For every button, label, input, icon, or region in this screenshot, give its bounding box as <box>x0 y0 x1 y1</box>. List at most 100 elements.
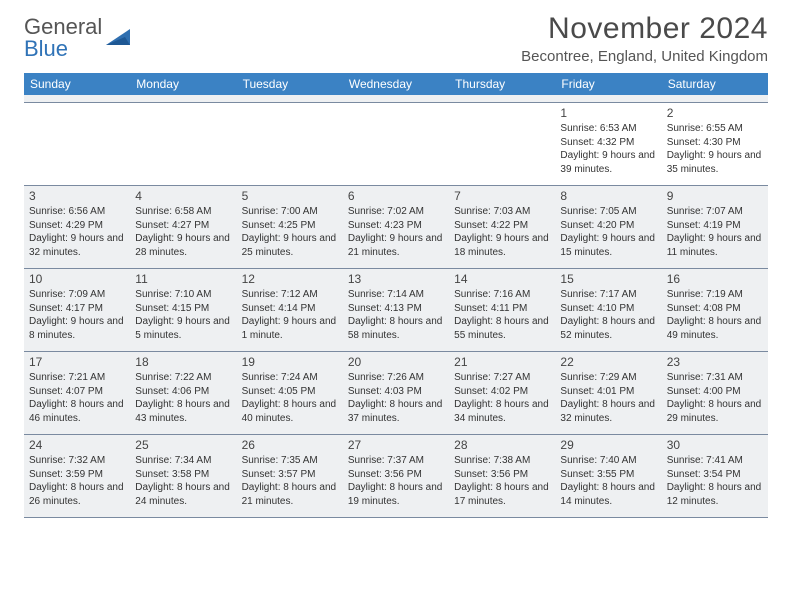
day-cell <box>237 103 343 185</box>
day-cell: 9Sunrise: 7:07 AMSunset: 4:19 PMDaylight… <box>662 186 768 268</box>
weeks-container: 1Sunrise: 6:53 AMSunset: 4:32 PMDaylight… <box>24 103 768 518</box>
location-text: Becontree, England, United Kingdom <box>521 48 768 65</box>
sunset-text: Sunset: 4:23 PM <box>348 219 444 233</box>
weekday-header: Tuesday <box>237 73 343 95</box>
weekday-header: Saturday <box>662 73 768 95</box>
day-info: Sunrise: 7:22 AMSunset: 4:06 PMDaylight:… <box>135 371 231 425</box>
day-info: Sunrise: 7:05 AMSunset: 4:20 PMDaylight:… <box>560 205 656 259</box>
sunset-text: Sunset: 4:10 PM <box>560 302 656 316</box>
sunrise-text: Sunrise: 6:56 AM <box>29 205 125 219</box>
sunset-text: Sunset: 4:06 PM <box>135 385 231 399</box>
day-number: 14 <box>454 272 550 286</box>
day-cell <box>24 103 130 185</box>
day-info: Sunrise: 7:09 AMSunset: 4:17 PMDaylight:… <box>29 288 125 342</box>
daylight-text: Daylight: 8 hours and 37 minutes. <box>348 398 444 425</box>
day-info: Sunrise: 6:55 AMSunset: 4:30 PMDaylight:… <box>667 122 763 176</box>
day-cell: 7Sunrise: 7:03 AMSunset: 4:22 PMDaylight… <box>449 186 555 268</box>
day-number: 9 <box>667 189 763 203</box>
sunset-text: Sunset: 4:13 PM <box>348 302 444 316</box>
sunrise-text: Sunrise: 7:24 AM <box>242 371 338 385</box>
day-cell: 12Sunrise: 7:12 AMSunset: 4:14 PMDayligh… <box>237 269 343 351</box>
day-cell: 29Sunrise: 7:40 AMSunset: 3:55 PMDayligh… <box>555 435 661 517</box>
daylight-text: Daylight: 9 hours and 32 minutes. <box>29 232 125 259</box>
day-cell: 17 Sunrise: 7:21 AMSunset: 4:07 PMDayligh… <box>24 352 130 434</box>
sunrise-text: Sunrise: 7:17 AM <box>560 288 656 302</box>
daylight-text: Daylight: 8 hours and 34 minutes. <box>454 398 550 425</box>
sunset-text: Sunset: 4:07 PM <box>29 385 125 399</box>
day-info: Sunrise: 7:03 AMSunset: 4:22 PMDaylight:… <box>454 205 550 259</box>
sunrise-text: Sunrise: 7:19 AM <box>667 288 763 302</box>
sunrise-text: Sunrise: 7:31 AM <box>667 371 763 385</box>
sunrise-text: Sunrise: 7:07 AM <box>667 205 763 219</box>
day-number: 27 <box>348 438 444 452</box>
day-number: 15 <box>560 272 656 286</box>
sunrise-text: Sunrise: 7:35 AM <box>242 454 338 468</box>
day-number: 4 <box>135 189 231 203</box>
weekday-header-row: SundayMondayTuesdayWednesdayThursdayFrid… <box>24 73 768 95</box>
day-info: Sunrise: 7:35 AMSunset: 3:57 PMDaylight:… <box>242 454 338 508</box>
day-cell: 2 Sunrise: 6:55 AMSunset: 4:30 PMDaylight… <box>662 103 768 185</box>
daylight-text: Daylight: 8 hours and 40 minutes. <box>242 398 338 425</box>
day-number: 17 <box>29 355 125 369</box>
day-info: Sunrise: 7:19 AMSunset: 4:08 PMDaylight:… <box>667 288 763 342</box>
sunrise-text: Sunrise: 7:38 AM <box>454 454 550 468</box>
day-cell: 15 Sunrise: 7:17 AMSunset: 4:10 PMDayligh… <box>555 269 661 351</box>
weekday-header: Monday <box>130 73 236 95</box>
weekday-header: Friday <box>555 73 661 95</box>
sunrise-text: Sunrise: 7:41 AM <box>667 454 763 468</box>
day-number: 26 <box>242 438 338 452</box>
day-cell: 3Sunrise: 6:56 AMSunset: 4:29 PMDaylight… <box>24 186 130 268</box>
day-info: Sunrise: 7:32 AMSunset: 3:59 PMDaylight:… <box>29 454 125 508</box>
day-info: Sunrise: 7:21 AMSunset: 4:07 PMDaylight:… <box>29 371 125 425</box>
weekday-header: Thursday <box>449 73 555 95</box>
day-number: 13 <box>348 272 444 286</box>
day-cell: 25Sunrise: 7:34 AMSunset: 3:58 PMDayligh… <box>130 435 236 517</box>
sunset-text: Sunset: 3:58 PM <box>135 468 231 482</box>
day-info: Sunrise: 6:58 AMSunset: 4:27 PMDaylight:… <box>135 205 231 259</box>
calendar-grid: SundayMondayTuesdayWednesdayThursdayFrid… <box>24 73 768 518</box>
day-info: Sunrise: 7:38 AMSunset: 3:56 PMDaylight:… <box>454 454 550 508</box>
sunset-text: Sunset: 4:11 PM <box>454 302 550 316</box>
day-cell: 19Sunrise: 7:24 AMSunset: 4:05 PMDayligh… <box>237 352 343 434</box>
daylight-text: Daylight: 9 hours and 21 minutes. <box>348 232 444 259</box>
sunset-text: Sunset: 4:01 PM <box>560 385 656 399</box>
day-cell: 1Sunrise: 6:53 AMSunset: 4:32 PMDaylight… <box>555 103 661 185</box>
sunset-text: Sunset: 3:56 PM <box>348 468 444 482</box>
sunset-text: Sunset: 4:32 PM <box>560 136 656 150</box>
day-cell: 18Sunrise: 7:22 AMSunset: 4:06 PMDayligh… <box>130 352 236 434</box>
daylight-text: Daylight: 8 hours and 32 minutes. <box>560 398 656 425</box>
day-cell: 28Sunrise: 7:38 AMSunset: 3:56 PMDayligh… <box>449 435 555 517</box>
day-info: Sunrise: 7:12 AMSunset: 4:14 PMDaylight:… <box>242 288 338 342</box>
week-row: 1Sunrise: 6:53 AMSunset: 4:32 PMDaylight… <box>24 103 768 186</box>
day-number: 19 <box>242 355 338 369</box>
sunrise-text: Sunrise: 6:58 AM <box>135 205 231 219</box>
day-info: Sunrise: 7:34 AMSunset: 3:58 PMDaylight:… <box>135 454 231 508</box>
day-cell: 6Sunrise: 7:02 AMSunset: 4:23 PMDaylight… <box>343 186 449 268</box>
sunrise-text: Sunrise: 7:27 AM <box>454 371 550 385</box>
header-row: General Blue November 2024 Becontree, En… <box>24 12 768 65</box>
day-info: Sunrise: 7:37 AMSunset: 3:56 PMDaylight:… <box>348 454 444 508</box>
sunrise-text: Sunrise: 7:00 AM <box>242 205 338 219</box>
sunrise-text: Sunrise: 7:34 AM <box>135 454 231 468</box>
daylight-text: Daylight: 8 hours and 46 minutes. <box>29 398 125 425</box>
day-number: 21 <box>454 355 550 369</box>
sunrise-text: Sunrise: 6:53 AM <box>560 122 656 136</box>
day-cell: 14Sunrise: 7:16 AMSunset: 4:11 PMDayligh… <box>449 269 555 351</box>
day-number: 2 <box>667 106 763 120</box>
day-number: 11 <box>135 272 231 286</box>
sunset-text: Sunset: 4:14 PM <box>242 302 338 316</box>
day-number: 8 <box>560 189 656 203</box>
daylight-text: Daylight: 8 hours and 52 minutes. <box>560 315 656 342</box>
daylight-text: Daylight: 9 hours and 28 minutes. <box>135 232 231 259</box>
day-cell <box>343 103 449 185</box>
day-number: 30 <box>667 438 763 452</box>
week-row: 3Sunrise: 6:56 AMSunset: 4:29 PMDaylight… <box>24 186 768 269</box>
sunrise-text: Sunrise: 7:14 AM <box>348 288 444 302</box>
day-info: Sunrise: 7:26 AMSunset: 4:03 PMDaylight:… <box>348 371 444 425</box>
day-info: Sunrise: 7:31 AMSunset: 4:00 PMDaylight:… <box>667 371 763 425</box>
sunset-text: Sunset: 4:20 PM <box>560 219 656 233</box>
day-info: Sunrise: 7:41 AMSunset: 3:54 PMDaylight:… <box>667 454 763 508</box>
brand-logo: General Blue <box>24 12 132 60</box>
day-cell <box>449 103 555 185</box>
day-cell: 10Sunrise: 7:09 AMSunset: 4:17 PMDayligh… <box>24 269 130 351</box>
